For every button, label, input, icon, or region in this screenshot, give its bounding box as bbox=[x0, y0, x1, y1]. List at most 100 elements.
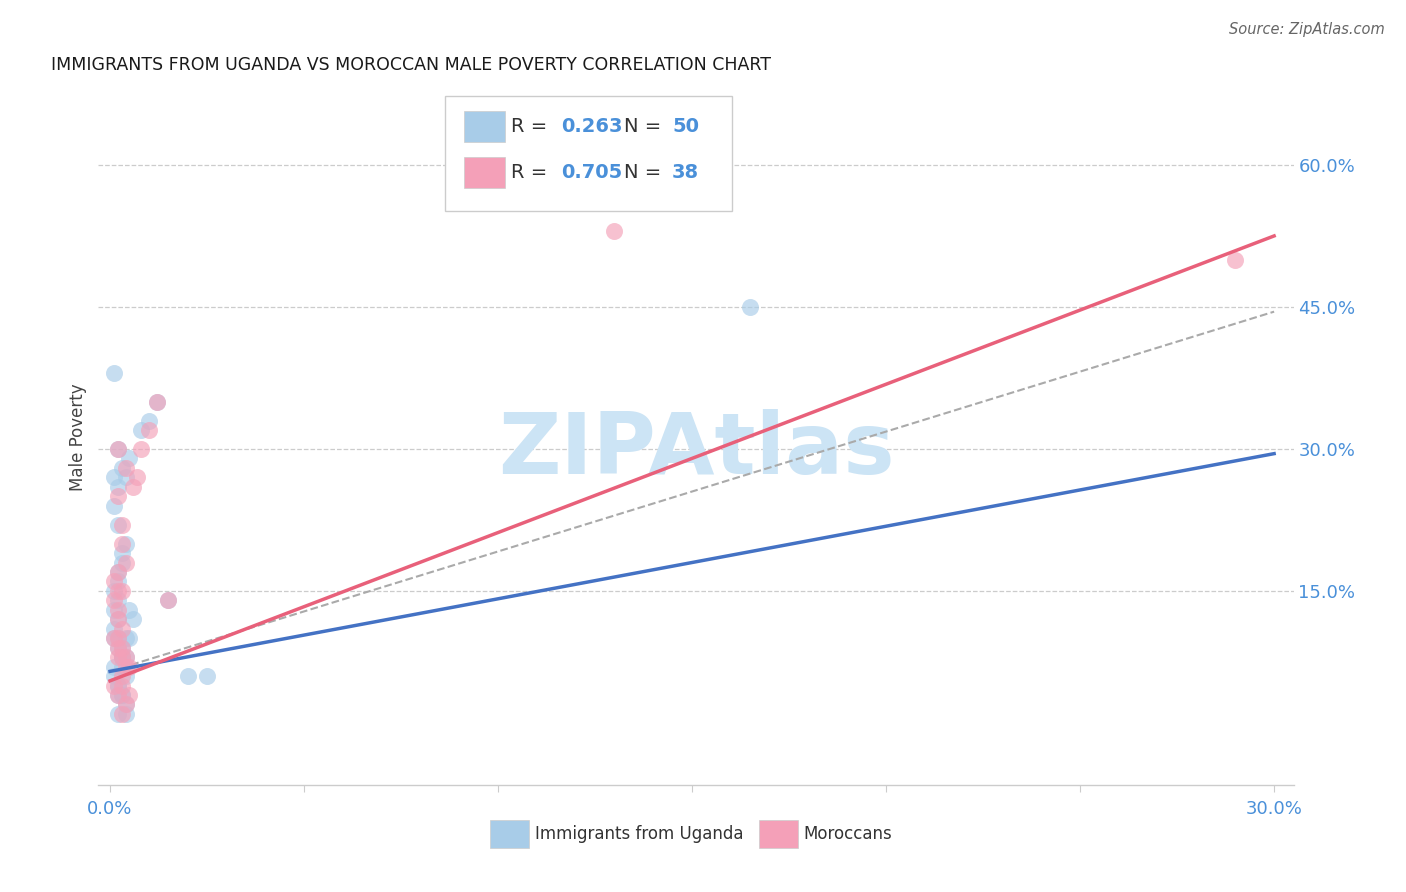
Point bbox=[111, 460, 134, 475]
Point bbox=[111, 669, 134, 683]
Point bbox=[103, 622, 125, 636]
Point bbox=[114, 470, 136, 484]
Point bbox=[103, 366, 125, 380]
Point bbox=[103, 574, 125, 589]
Point bbox=[118, 688, 141, 702]
Text: 0.705: 0.705 bbox=[561, 163, 623, 182]
Point bbox=[111, 679, 134, 693]
Point bbox=[107, 679, 129, 693]
Point bbox=[114, 650, 136, 665]
Point bbox=[107, 688, 129, 702]
Point bbox=[114, 556, 136, 570]
Point bbox=[103, 499, 125, 513]
FancyBboxPatch shape bbox=[491, 820, 529, 847]
Point bbox=[138, 413, 160, 427]
Text: Moroccans: Moroccans bbox=[804, 825, 893, 843]
Point bbox=[111, 640, 134, 655]
Point bbox=[114, 698, 136, 712]
Point bbox=[103, 669, 125, 683]
Point bbox=[157, 593, 180, 607]
Text: Immigrants from Uganda: Immigrants from Uganda bbox=[534, 825, 744, 843]
Point bbox=[107, 679, 129, 693]
Point bbox=[103, 583, 125, 598]
Point bbox=[107, 593, 129, 607]
Point bbox=[107, 565, 129, 579]
Point bbox=[157, 593, 180, 607]
Text: 50: 50 bbox=[672, 117, 699, 136]
Point bbox=[103, 632, 125, 646]
Point bbox=[138, 423, 160, 437]
FancyBboxPatch shape bbox=[464, 157, 505, 188]
Point bbox=[111, 517, 134, 532]
Text: 0.263: 0.263 bbox=[561, 117, 623, 136]
Point bbox=[107, 640, 129, 655]
Point bbox=[129, 423, 152, 437]
FancyBboxPatch shape bbox=[446, 96, 733, 211]
Point bbox=[111, 650, 134, 665]
Point bbox=[107, 480, 129, 494]
Point bbox=[107, 688, 129, 702]
Point bbox=[118, 451, 141, 466]
Point bbox=[107, 632, 129, 646]
Text: N =: N = bbox=[624, 117, 668, 136]
Point bbox=[111, 688, 134, 702]
Point bbox=[129, 442, 152, 456]
Point bbox=[111, 640, 134, 655]
Point bbox=[118, 659, 141, 673]
Y-axis label: Male Poverty: Male Poverty bbox=[69, 384, 87, 491]
Point bbox=[107, 612, 129, 626]
Point bbox=[111, 546, 134, 560]
Point bbox=[114, 632, 136, 646]
Point bbox=[114, 650, 136, 665]
Text: R =: R = bbox=[510, 117, 553, 136]
Point bbox=[111, 688, 134, 702]
Point bbox=[103, 603, 125, 617]
Text: R =: R = bbox=[510, 163, 553, 182]
Point bbox=[107, 574, 129, 589]
Point bbox=[111, 650, 134, 665]
Point bbox=[176, 669, 198, 683]
Text: ZIPAtlas: ZIPAtlas bbox=[498, 409, 894, 492]
Point bbox=[107, 603, 129, 617]
Point bbox=[103, 659, 125, 673]
Point bbox=[111, 706, 134, 721]
Point bbox=[107, 565, 129, 579]
Text: N =: N = bbox=[624, 163, 668, 182]
Point bbox=[1225, 252, 1247, 267]
Point bbox=[114, 536, 136, 550]
Point bbox=[111, 659, 134, 673]
Point bbox=[103, 632, 125, 646]
Point bbox=[195, 669, 218, 683]
Point bbox=[118, 603, 141, 617]
Point bbox=[603, 224, 626, 238]
FancyBboxPatch shape bbox=[759, 820, 797, 847]
Text: IMMIGRANTS FROM UGANDA VS MOROCCAN MALE POVERTY CORRELATION CHART: IMMIGRANTS FROM UGANDA VS MOROCCAN MALE … bbox=[51, 56, 770, 74]
Point bbox=[107, 640, 129, 655]
FancyBboxPatch shape bbox=[464, 112, 505, 142]
Point bbox=[111, 556, 134, 570]
Point bbox=[107, 583, 129, 598]
Point bbox=[111, 650, 134, 665]
Point bbox=[107, 442, 129, 456]
Point bbox=[111, 536, 134, 550]
Point bbox=[107, 612, 129, 626]
Point bbox=[114, 659, 136, 673]
Point bbox=[114, 706, 136, 721]
Point bbox=[114, 698, 136, 712]
Point bbox=[107, 706, 129, 721]
Point bbox=[145, 394, 167, 409]
Point bbox=[118, 632, 141, 646]
Text: 38: 38 bbox=[672, 163, 699, 182]
Point bbox=[103, 679, 125, 693]
Point bbox=[103, 470, 125, 484]
Point bbox=[111, 650, 134, 665]
Point bbox=[740, 300, 762, 314]
Point bbox=[122, 480, 145, 494]
Point bbox=[107, 632, 129, 646]
Point bbox=[111, 622, 134, 636]
Point bbox=[114, 460, 136, 475]
Point bbox=[107, 489, 129, 503]
Point bbox=[103, 593, 125, 607]
Point bbox=[107, 442, 129, 456]
Point bbox=[114, 669, 136, 683]
